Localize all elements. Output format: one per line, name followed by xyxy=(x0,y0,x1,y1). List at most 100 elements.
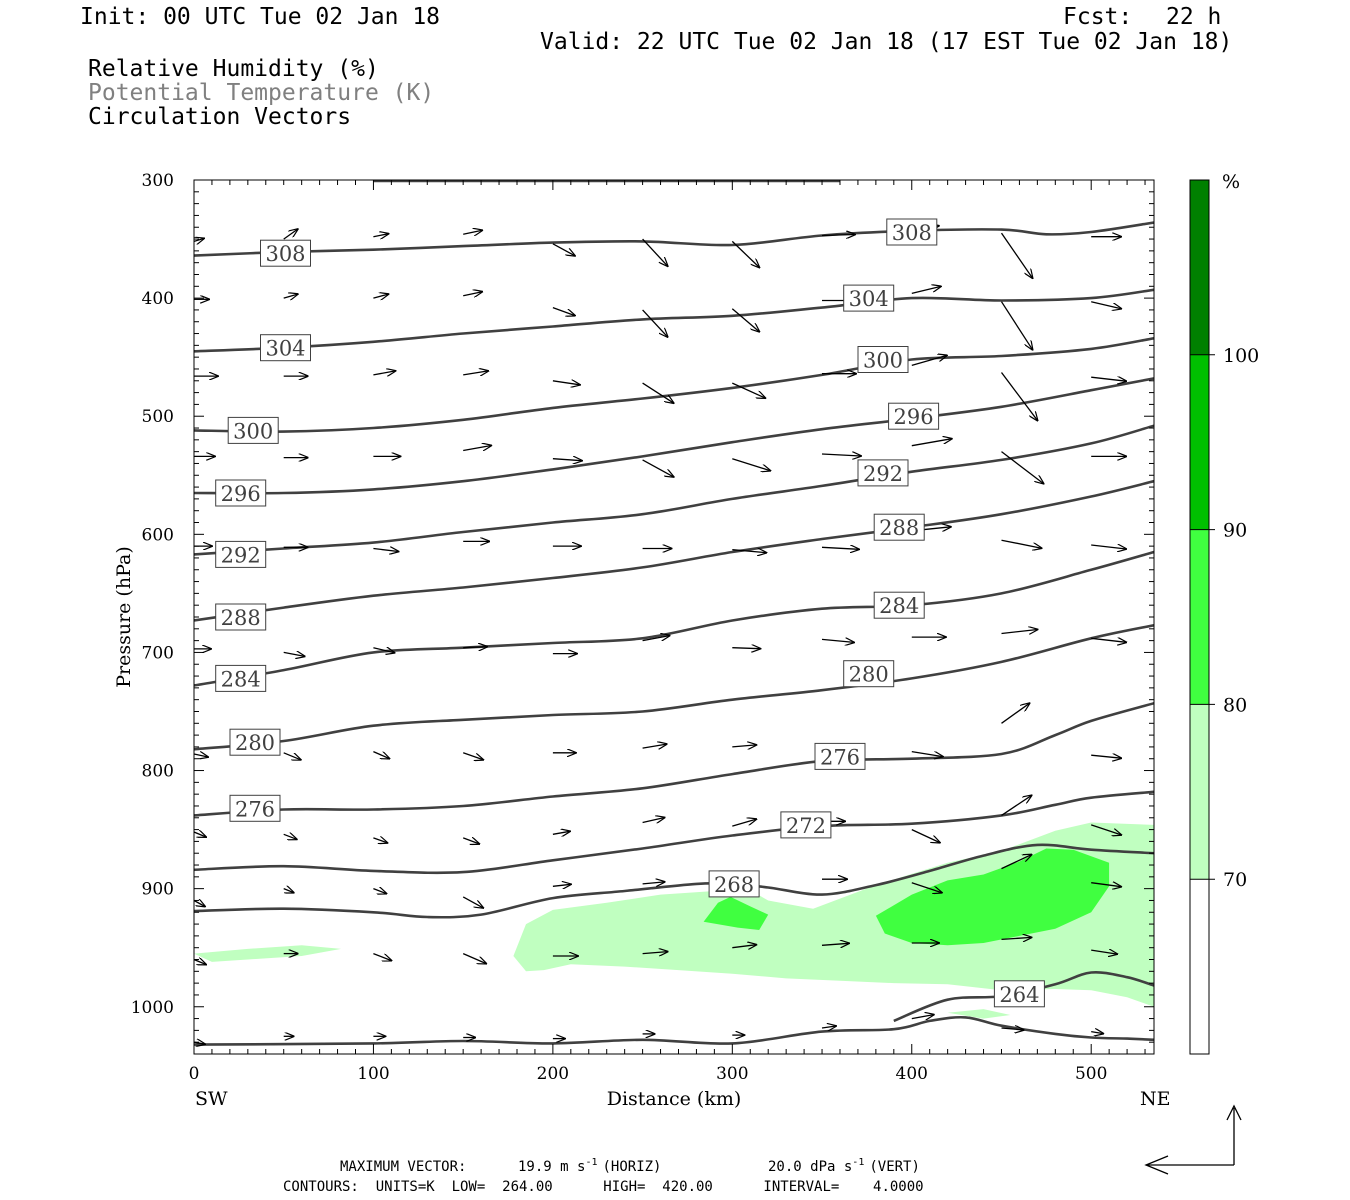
circulation-vector xyxy=(1001,703,1030,724)
circulation-vector xyxy=(194,832,206,837)
y-tick-label: 1000 xyxy=(131,998,174,1018)
colorbar-level-label: 90 xyxy=(1223,520,1247,542)
circulation-vector xyxy=(283,294,298,298)
circulation-vector xyxy=(1001,539,1042,548)
circulation-vector xyxy=(463,230,482,234)
colorbar-level-label: 80 xyxy=(1223,694,1247,716)
circulation-vector xyxy=(642,636,670,642)
contour-label-text: 264 xyxy=(999,983,1039,1007)
circulation-vector xyxy=(1090,824,1121,835)
contour-label-box xyxy=(215,479,267,507)
contour-label-text: 276 xyxy=(820,745,860,769)
circulation-vector xyxy=(911,355,947,367)
contour-label: 292 xyxy=(857,459,909,487)
circulation-vector xyxy=(731,308,759,332)
contour-label-text: 304 xyxy=(849,287,889,311)
contour-label-text: 288 xyxy=(221,606,261,630)
contour-label: 296 xyxy=(888,402,940,430)
circulation-vector xyxy=(732,382,765,398)
contour-label-text: 308 xyxy=(265,242,305,266)
valid-time: Valid: 22 UTC Tue 02 Jan 18 (17 EST Tue … xyxy=(540,29,1233,55)
colorbar-segment xyxy=(1190,704,1209,880)
contour-label-box xyxy=(843,284,895,312)
circulation-vector xyxy=(1091,377,1126,381)
field-title-theta: Potential Temperature (K) xyxy=(88,80,435,106)
contour-label-text: 284 xyxy=(221,667,261,691)
contour-label: 296 xyxy=(215,479,267,507)
theta-contour-292 xyxy=(194,424,1154,556)
circulation-vector xyxy=(911,439,952,447)
theta-contour-300 xyxy=(194,337,1154,433)
endpoint-left: SW xyxy=(195,1088,228,1110)
contour-label-text: 308 xyxy=(892,221,932,245)
circulation-vector xyxy=(462,838,479,844)
contour-label-text: 292 xyxy=(863,462,903,486)
circulation-vector xyxy=(642,818,665,823)
contour-label-box xyxy=(814,742,866,770)
circulation-vector xyxy=(283,652,305,656)
rh-colorbar: 70 80 90 100 xyxy=(1189,179,1259,1055)
field-title-rh: Relative Humidity (%) xyxy=(88,56,379,82)
theta-contour-260 xyxy=(194,1015,1154,1046)
axis-tick-labels: 0 100 200 300 400 500 300 400 500 600 700 800 900 100… xyxy=(131,171,1108,1084)
contour-label-box xyxy=(857,346,909,373)
circulation-vector xyxy=(1091,1032,1103,1034)
contour-label-text: 304 xyxy=(265,337,305,361)
theta-contour-284 xyxy=(194,550,1154,687)
circulation-vector xyxy=(462,953,486,964)
circulation-vector xyxy=(821,639,854,642)
circulation-vector xyxy=(462,896,483,908)
theta-contour-288 xyxy=(194,479,1154,622)
circulation-vector xyxy=(732,745,756,747)
circulation-vector xyxy=(1000,372,1038,421)
circulation-vector xyxy=(194,901,205,907)
circulation-vector xyxy=(1091,301,1121,309)
contour-label: 304 xyxy=(260,334,311,362)
colorbar-segment xyxy=(1190,180,1209,355)
circulation-vector xyxy=(1091,545,1126,549)
circulation-vectors xyxy=(194,226,1126,1044)
circulation-vector xyxy=(732,648,760,649)
max-vector-vert-value: 20.0 dPa s-1 (VERT) xyxy=(768,1157,920,1175)
circulation-vector xyxy=(194,960,206,965)
circulation-vector xyxy=(1001,937,1032,939)
colorbar-frame xyxy=(1189,179,1210,1055)
contour-label-text: 280 xyxy=(235,731,275,755)
field-title-vectors: Circulation Vectors xyxy=(88,104,352,130)
contour-label-box xyxy=(215,540,267,568)
y-tick-label: 700 xyxy=(142,643,174,663)
rh-region-80 xyxy=(703,896,769,930)
circulation-vector xyxy=(1091,883,1121,887)
circulation-vector xyxy=(463,371,488,375)
contour-info: CONTOURS: UNITS=K LOW= 264.00 HIGH= 420.… xyxy=(283,1179,924,1195)
forecast-hour: 22 h xyxy=(1166,4,1222,30)
circulation-vector xyxy=(552,459,582,461)
x-tick-label: 500 xyxy=(1075,1064,1107,1084)
contour-label: 276 xyxy=(814,742,866,770)
y-tick-label: 300 xyxy=(142,171,174,191)
contour-label-text: 296 xyxy=(894,405,934,429)
max-vector-label: MAXIMUM VECTOR: xyxy=(340,1159,466,1175)
circulation-vector xyxy=(373,838,387,843)
x-tick-label: 200 xyxy=(537,1064,569,1084)
circulation-vector xyxy=(1091,638,1126,642)
rh-region-80 xyxy=(875,848,1110,946)
circulation-vector xyxy=(911,750,943,757)
contour-label-text: 268 xyxy=(714,873,754,897)
contour-label-box xyxy=(708,870,760,898)
contour-label: 284 xyxy=(873,591,925,619)
contour-label-box xyxy=(886,218,938,246)
circulation-vector xyxy=(462,752,483,760)
circulation-vector xyxy=(1000,301,1033,350)
contour-label: 280 xyxy=(843,660,895,688)
axis-ticks xyxy=(193,179,1154,1054)
contour-label-box xyxy=(843,660,895,688)
y-tick-label: 600 xyxy=(142,525,174,545)
circulation-vector xyxy=(732,819,756,827)
contour-label-text: 296 xyxy=(221,482,261,506)
contour-label-text: 300 xyxy=(863,349,903,373)
circulation-vector xyxy=(821,235,855,236)
contour-label-text: 272 xyxy=(786,814,826,838)
contour-label: 264 xyxy=(993,980,1045,1008)
